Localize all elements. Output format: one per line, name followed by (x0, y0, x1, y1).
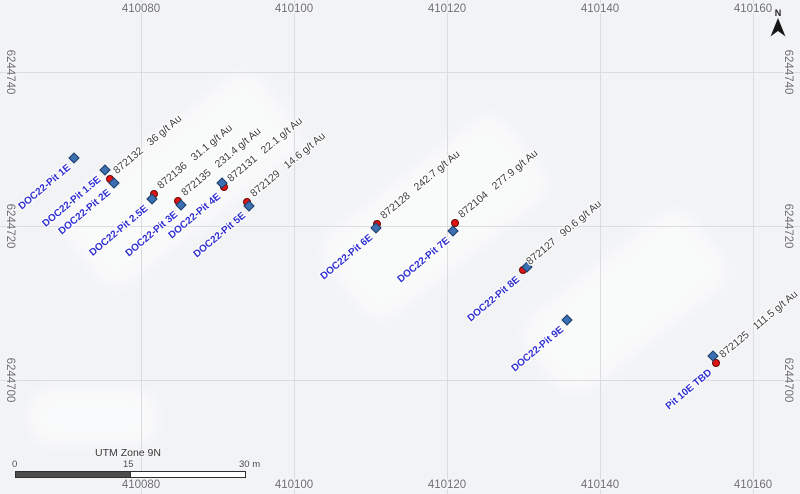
scale-bar-graphic (15, 471, 246, 478)
crs-label: UTM Zone 9N (95, 447, 161, 459)
assay-label: 872127 90.6 g/t Au (524, 197, 604, 268)
assay-point-marker[interactable] (712, 359, 720, 367)
background-patch (312, 105, 558, 330)
pit-marker[interactable] (68, 152, 80, 164)
pit-label: Pit 10E TBD (664, 367, 715, 413)
easting-label-bottom: 410140 (580, 479, 620, 491)
scale-bar-start-label: 0 (12, 459, 18, 470)
northing-label-left: 6244720 (4, 203, 16, 249)
gridline-easting (753, 0, 754, 494)
gridline-northing (0, 380, 800, 381)
north-arrow-icon (770, 18, 786, 37)
north-arrow-label: N (774, 8, 782, 18)
gridline-easting (294, 0, 295, 494)
gridline-northing (0, 226, 800, 227)
pit-label: DOC22-Pit 8E (465, 274, 522, 325)
gridline-easting (600, 0, 601, 494)
assay-label: 872125 111.5 g/t Au (717, 288, 800, 361)
northing-label-left: 6244700 (4, 357, 16, 403)
scale-bar-mid-label: 15 (123, 459, 134, 470)
easting-label-top: 410080 (121, 3, 161, 15)
easting-label-top: 410100 (274, 3, 314, 15)
gridline-easting (447, 0, 448, 494)
easting-label-bottom: 410160 (733, 479, 773, 491)
northing-label-left: 6244740 (4, 49, 16, 95)
scale-bar-segment-filled (16, 472, 130, 477)
northing-label-right: 6244700 (782, 357, 794, 403)
easting-label-top: 410120 (427, 3, 467, 15)
easting-label-top: 410140 (580, 3, 620, 15)
gridline-northing (0, 72, 800, 73)
scale-bar-end-label: 30 m (239, 459, 261, 470)
easting-label-bottom: 410120 (427, 479, 467, 491)
easting-label-top: 410160 (733, 3, 773, 15)
easting-label-bottom: 410080 (121, 479, 161, 491)
northing-label-right: 6244720 (782, 203, 794, 249)
scale-bar-segment-empty (130, 472, 245, 477)
northing-label-right: 6244740 (782, 49, 794, 95)
gridline-easting (141, 0, 142, 494)
north-arrow: N (768, 8, 788, 37)
easting-label-bottom: 410100 (274, 479, 314, 491)
background-patch (28, 388, 158, 446)
